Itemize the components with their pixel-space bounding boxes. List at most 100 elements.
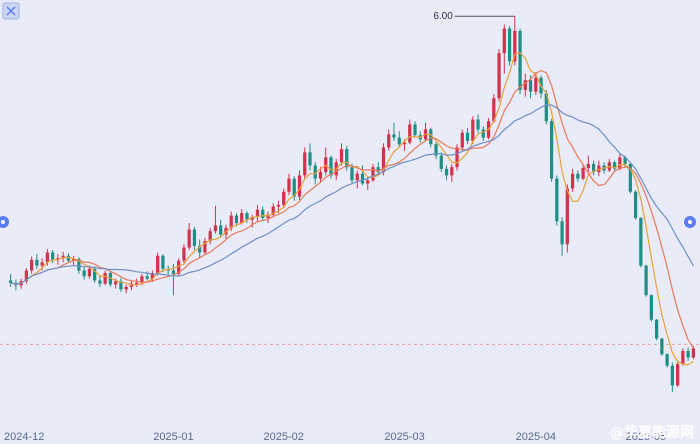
candle <box>192 227 197 251</box>
candle-body <box>591 163 596 173</box>
candle-body <box>360 173 365 184</box>
left-drag-handle[interactable] <box>0 216 9 228</box>
candle <box>549 118 554 182</box>
candle <box>135 278 139 287</box>
candle <box>213 205 218 234</box>
candle <box>82 267 86 280</box>
ma10-line <box>10 69 694 349</box>
candle <box>471 116 475 145</box>
candle-body <box>623 157 627 164</box>
candle <box>219 219 223 238</box>
candle-body <box>182 247 186 261</box>
candle-body <box>145 276 149 279</box>
candle-body <box>156 255 160 273</box>
candle <box>156 252 160 276</box>
candle <box>303 147 307 179</box>
candle <box>308 143 312 171</box>
candle <box>660 337 664 356</box>
candle-body <box>686 350 690 358</box>
candle <box>8 273 13 287</box>
candle <box>544 90 548 125</box>
candle <box>670 362 674 392</box>
candle <box>649 294 653 322</box>
candle <box>476 114 480 133</box>
candle <box>481 126 485 141</box>
candle <box>597 160 601 177</box>
candle-body <box>255 209 260 218</box>
candle <box>581 165 585 181</box>
x-tick-label: 2025-05 <box>626 431 666 443</box>
candle <box>681 348 685 366</box>
candle-body <box>119 281 123 290</box>
candle-body <box>492 98 496 122</box>
candle <box>24 268 29 284</box>
candle-body <box>313 165 317 179</box>
candle-body <box>371 167 375 181</box>
candle-body <box>82 270 86 277</box>
candle-body <box>465 132 470 141</box>
candle <box>570 168 575 192</box>
candle <box>686 347 690 361</box>
x-tick-label: 2025-04 <box>516 431 556 443</box>
candle <box>439 152 443 173</box>
candle <box>371 163 375 182</box>
candle <box>355 170 359 189</box>
candle <box>408 119 412 145</box>
candle <box>98 275 102 287</box>
candle-body <box>639 218 643 266</box>
candle <box>297 170 302 200</box>
candle-body <box>245 213 249 220</box>
candle-body <box>444 168 449 176</box>
candle-body <box>397 137 401 145</box>
right-drag-handle[interactable] <box>684 216 696 228</box>
candle-body <box>408 124 412 143</box>
candle-body <box>523 80 527 91</box>
close-icon[interactable] <box>2 2 20 20</box>
candle <box>345 145 349 171</box>
candle <box>507 26 512 66</box>
candle <box>492 94 496 123</box>
candle <box>513 16 517 66</box>
candle <box>586 155 590 173</box>
candle-body <box>135 282 139 285</box>
candle-body <box>455 147 459 168</box>
candle-body <box>124 286 128 290</box>
candle <box>366 177 370 191</box>
candle <box>628 162 632 194</box>
candle-body <box>87 268 92 277</box>
candle-body <box>581 167 585 179</box>
candle-body <box>271 206 275 215</box>
candle-body <box>429 129 433 145</box>
candle <box>93 266 97 283</box>
candle <box>66 253 71 264</box>
candle-body <box>586 163 590 168</box>
candle <box>240 209 244 225</box>
candle-body <box>229 215 233 228</box>
x-tick-label: 2025-03 <box>384 431 424 443</box>
candle <box>245 211 249 223</box>
candle <box>502 24 506 74</box>
moving-average-layer <box>10 52 694 366</box>
candle-body <box>633 191 638 219</box>
candle-body <box>318 172 323 179</box>
candle <box>282 188 286 209</box>
ma20-line <box>10 104 694 285</box>
candle <box>35 254 39 269</box>
candle <box>103 270 107 286</box>
candle <box>576 170 580 182</box>
candle-body <box>691 348 696 358</box>
candle-body <box>198 245 202 253</box>
candle <box>271 203 275 218</box>
candle <box>255 204 260 222</box>
candle-body <box>8 280 13 283</box>
candle-body <box>555 178 559 222</box>
candle-body <box>381 147 386 173</box>
candle <box>229 211 233 232</box>
candle <box>444 165 449 181</box>
candle <box>292 176 296 201</box>
candle <box>119 277 123 292</box>
candle-body <box>507 28 512 62</box>
candle <box>460 129 464 151</box>
